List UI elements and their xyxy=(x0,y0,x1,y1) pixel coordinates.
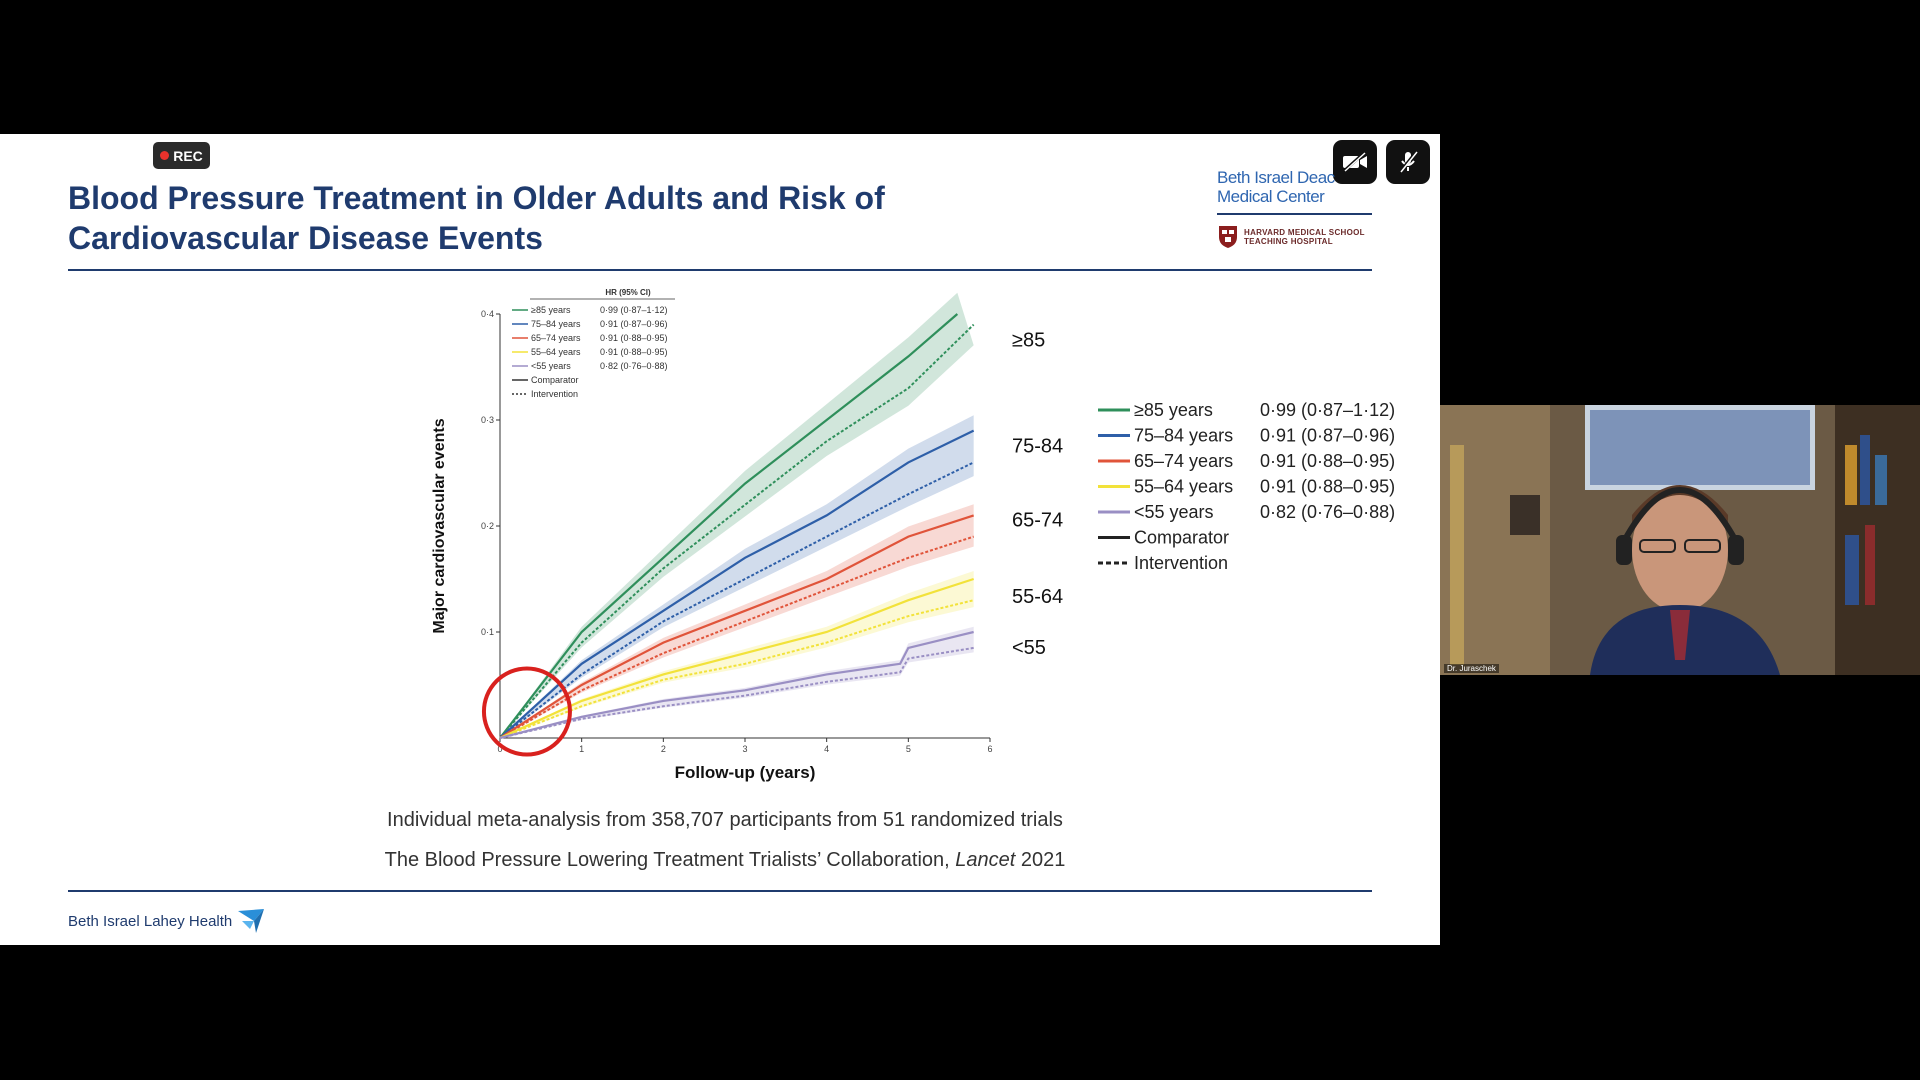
inner-legend-label: Comparator xyxy=(531,375,579,385)
x-tick-label: 2 xyxy=(661,744,666,754)
record-dot-icon xyxy=(160,151,170,160)
legend-label: 75–84 years xyxy=(1134,426,1233,446)
x-tick-label: 5 xyxy=(906,744,911,754)
inner-legend-label: 75–84 years xyxy=(531,319,581,329)
citation-authors: The Blood Pressure Lowering Treatment Tr… xyxy=(384,849,956,871)
inner-legend-label: <55 years xyxy=(531,361,571,371)
y-axis-title: Major cardiovascular events xyxy=(431,418,448,633)
camera-off-icon xyxy=(1342,152,1367,172)
legend-label: ≥85 years xyxy=(1134,400,1213,420)
inner-legend-label: 55–64 years xyxy=(531,347,581,357)
inner-legend-hr: 0·91 (0·87–0·96) xyxy=(600,319,668,329)
participant-name: Dr. Juraschek xyxy=(1444,664,1499,673)
inner-legend-hr: 0·99 (0·87–1·12) xyxy=(600,305,668,315)
harvard-shield-icon xyxy=(1219,226,1237,248)
x-tick-label: 3 xyxy=(742,744,747,754)
legend-label: <55 years xyxy=(1134,502,1214,522)
footer-divider xyxy=(68,890,1372,892)
x-tick-label: 0 xyxy=(497,744,502,754)
intervention-line xyxy=(499,323,975,739)
group-label: 65-74 xyxy=(1012,510,1063,532)
citation-journal: Lancet xyxy=(955,849,1016,871)
x-tick-label: 4 xyxy=(824,744,829,754)
x-tick-label: 6 xyxy=(987,744,992,754)
footer-org-name: Beth Israel Lahey Health xyxy=(68,912,233,930)
group-label: 75-84 xyxy=(1012,436,1063,458)
hms-affiliation: HARVARD MEDICAL SCHOOL TEACHING HOSPITAL xyxy=(1218,225,1365,249)
intervention-line xyxy=(499,535,974,739)
recording-label: REC xyxy=(173,147,203,164)
caption-citation: The Blood Pressure Lowering Treatment Tr… xyxy=(300,849,1150,872)
inner-legend-hr: 0·91 (0·88–0·95) xyxy=(600,333,668,343)
footer-logo: Beth Israel Lahey Health xyxy=(68,907,266,935)
legend-hr: 0·91 (0·88–0·95) xyxy=(1260,451,1395,471)
camera-off-button[interactable] xyxy=(1333,140,1377,184)
slide-title-line2: Cardiovascular Disease Events xyxy=(68,220,543,256)
microphone-muted-icon xyxy=(1398,151,1418,173)
logo-divider xyxy=(1217,213,1372,215)
bird-logo-icon xyxy=(238,909,265,933)
legend-label: 55–64 years xyxy=(1134,477,1233,497)
org-name-line1: Beth Israel Deac xyxy=(1217,168,1335,187)
cvd-events-chart: 0 1 2 3 4 5 6 0·1 0·2 0·3 0·4 Follow-up (years) Majo… xyxy=(431,288,1395,782)
inner-legend-label: Intervention xyxy=(531,389,578,399)
intervention-line xyxy=(499,461,975,739)
participant-video-frame xyxy=(1440,405,1920,675)
ci-band xyxy=(500,504,974,738)
affiliation-line1: HARVARD MEDICAL SCHOOL xyxy=(1244,228,1365,237)
y-tick-label: 0·4 xyxy=(481,309,494,319)
y-tick-label: 0·3 xyxy=(481,415,494,425)
comparator-line xyxy=(499,630,974,740)
participant-video[interactable] xyxy=(1440,405,1920,675)
citation-year: 2021 xyxy=(1015,849,1066,871)
intervention-line xyxy=(499,646,974,739)
slide-title: Blood Pressure Treatment in Older Adults… xyxy=(68,178,968,258)
intervention-line xyxy=(499,599,974,739)
highlight-circle xyxy=(481,666,572,757)
legend-label: 65–74 years xyxy=(1134,451,1233,471)
inner-legend-hr: 0·91 (0·88–0·95) xyxy=(600,347,668,357)
inner-legend-label: 65–74 years xyxy=(531,333,581,343)
group-label: 55-64 xyxy=(1012,586,1063,608)
slide-title-line1: Blood Pressure Treatment in Older Adults… xyxy=(68,180,885,216)
y-tick-label: 0·2 xyxy=(481,521,494,531)
org-name-line2: Medical Center xyxy=(1217,187,1325,206)
legend-hr: 0·82 (0·76–0·88) xyxy=(1260,502,1395,522)
y-tick-label: 0·1 xyxy=(481,627,494,637)
inner-legend-label: ≥85 years xyxy=(531,305,571,315)
ci-band xyxy=(500,292,974,738)
legend-label: Intervention xyxy=(1134,553,1228,573)
legend-hr: 0·91 (0·88–0·95) xyxy=(1260,477,1395,497)
caption-meta-analysis: Individual meta-analysis from 358,707 pa… xyxy=(387,809,1063,831)
x-tick-label: 1 xyxy=(579,744,584,754)
comparator-line xyxy=(499,514,975,739)
affiliation-line2: TEACHING HOSPITAL xyxy=(1244,237,1333,246)
comparator-line xyxy=(499,577,975,740)
microphone-muted-button[interactable] xyxy=(1386,140,1430,184)
inner-legend-header: HR (95% CI) xyxy=(605,288,651,297)
title-divider xyxy=(68,269,1372,271)
comparator-line xyxy=(499,313,959,739)
inner-legend-hr: 0·82 (0·76–0·88) xyxy=(600,361,668,371)
recording-indicator: REC xyxy=(153,142,210,169)
comparator-line xyxy=(499,429,975,739)
legend-hr: 0·99 (0·87–1·12) xyxy=(1260,400,1395,420)
legend-hr: 0·91 (0·87–0·96) xyxy=(1260,426,1395,446)
group-label: ≥85 xyxy=(1012,330,1045,352)
legend-label: Comparator xyxy=(1134,528,1229,548)
x-axis-title: Follow-up (years) xyxy=(675,763,816,782)
bidmc-logo: Beth Israel Deac Medical Center xyxy=(1217,168,1342,206)
group-label: <55 xyxy=(1012,637,1046,659)
